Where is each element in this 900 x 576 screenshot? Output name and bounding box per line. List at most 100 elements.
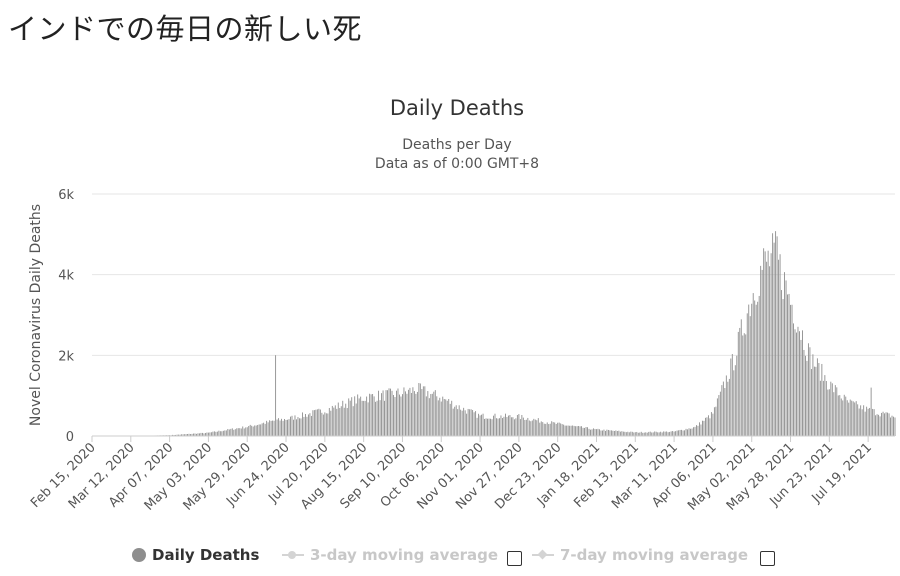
daily-deaths-bar[interactable] bbox=[172, 434, 174, 436]
daily-deaths-bar[interactable] bbox=[530, 421, 532, 436]
daily-deaths-bar[interactable] bbox=[236, 428, 238, 436]
daily-deaths-bar[interactable] bbox=[509, 415, 511, 436]
daily-deaths-bar[interactable] bbox=[310, 415, 312, 436]
daily-deaths-bar[interactable] bbox=[373, 396, 375, 436]
daily-deaths-bar[interactable] bbox=[306, 416, 308, 436]
daily-deaths-bar[interactable] bbox=[269, 420, 271, 436]
daily-deaths-bar[interactable] bbox=[422, 386, 424, 436]
daily-deaths-bar[interactable] bbox=[849, 399, 851, 436]
daily-deaths-bar[interactable] bbox=[628, 432, 630, 436]
daily-deaths-bar[interactable] bbox=[602, 430, 603, 436]
daily-deaths-bar[interactable] bbox=[688, 428, 690, 436]
daily-deaths-bar[interactable] bbox=[836, 387, 838, 436]
daily-deaths-bar[interactable] bbox=[736, 355, 738, 436]
daily-deaths-bar[interactable] bbox=[276, 419, 278, 436]
daily-deaths-bar[interactable] bbox=[312, 410, 314, 436]
daily-deaths-bar[interactable] bbox=[322, 414, 324, 436]
daily-deaths-bar[interactable] bbox=[719, 391, 721, 436]
daily-deaths-bar[interactable] bbox=[190, 434, 191, 436]
daily-deaths-bar[interactable] bbox=[363, 400, 365, 436]
daily-deaths-bar[interactable] bbox=[472, 410, 474, 436]
daily-deaths-bar[interactable] bbox=[660, 431, 662, 436]
daily-deaths-bar[interactable] bbox=[790, 304, 791, 436]
daily-deaths-bar[interactable] bbox=[800, 339, 802, 436]
daily-deaths-bar[interactable] bbox=[346, 408, 348, 436]
daily-deaths-bar[interactable] bbox=[173, 434, 175, 436]
daily-deaths-bar[interactable] bbox=[175, 434, 177, 436]
daily-deaths-bar[interactable] bbox=[307, 414, 309, 436]
daily-deaths-bar[interactable] bbox=[769, 266, 771, 436]
daily-deaths-bar[interactable] bbox=[669, 431, 671, 436]
daily-deaths-bar[interactable] bbox=[351, 397, 353, 436]
daily-deaths-bar[interactable] bbox=[464, 410, 466, 436]
daily-deaths-bar[interactable] bbox=[222, 430, 224, 436]
daily-deaths-bar[interactable] bbox=[330, 410, 332, 436]
daily-deaths-bar[interactable] bbox=[845, 396, 847, 436]
daily-deaths-bar[interactable] bbox=[451, 400, 453, 436]
daily-deaths-bar[interactable] bbox=[490, 418, 491, 436]
daily-deaths-bar[interactable] bbox=[709, 418, 711, 436]
daily-deaths-bar[interactable] bbox=[858, 408, 860, 436]
daily-deaths-bar[interactable] bbox=[534, 419, 536, 436]
daily-deaths-bar[interactable] bbox=[334, 405, 336, 436]
daily-deaths-bar[interactable] bbox=[828, 389, 830, 436]
daily-deaths-bar[interactable] bbox=[248, 426, 250, 436]
daily-deaths-bar[interactable] bbox=[345, 403, 347, 436]
daily-deaths-bar[interactable] bbox=[427, 391, 429, 436]
daily-deaths-bar[interactable] bbox=[488, 418, 490, 436]
daily-deaths-bar[interactable] bbox=[467, 408, 469, 436]
daily-deaths-bar[interactable] bbox=[499, 418, 500, 436]
daily-deaths-bar[interactable] bbox=[533, 418, 535, 436]
daily-deaths-bar[interactable] bbox=[785, 280, 787, 436]
daily-deaths-bar[interactable] bbox=[781, 290, 783, 436]
daily-deaths-bar[interactable] bbox=[682, 430, 684, 436]
daily-deaths-bar[interactable] bbox=[378, 390, 380, 436]
daily-deaths-bar[interactable] bbox=[675, 431, 677, 436]
daily-deaths-bar[interactable] bbox=[328, 408, 330, 436]
daily-deaths-bar[interactable] bbox=[806, 360, 808, 436]
daily-deaths-bar[interactable] bbox=[894, 417, 896, 437]
daily-deaths-bar[interactable] bbox=[202, 432, 203, 436]
daily-deaths-bar[interactable] bbox=[890, 417, 891, 437]
daily-deaths-bar[interactable] bbox=[857, 404, 859, 436]
daily-deaths-bar[interactable] bbox=[415, 393, 417, 436]
daily-deaths-bar[interactable] bbox=[672, 431, 674, 436]
daily-deaths-bar[interactable] bbox=[758, 295, 760, 436]
daily-deaths-bar[interactable] bbox=[569, 425, 571, 436]
daily-deaths-bar[interactable] bbox=[516, 415, 518, 436]
daily-deaths-bar[interactable] bbox=[763, 248, 765, 436]
daily-deaths-bar[interactable] bbox=[710, 412, 712, 436]
daily-deaths-bar[interactable] bbox=[566, 425, 568, 436]
daily-deaths-bar[interactable] bbox=[478, 413, 480, 436]
daily-deaths-bar[interactable] bbox=[752, 293, 754, 436]
daily-deaths-bar[interactable] bbox=[642, 432, 644, 436]
daily-deaths-bar[interactable] bbox=[227, 428, 229, 436]
daily-deaths-bar[interactable] bbox=[185, 434, 187, 436]
daily-deaths-bar[interactable] bbox=[225, 430, 227, 436]
daily-deaths-bar[interactable] bbox=[303, 416, 305, 436]
daily-deaths-bar[interactable] bbox=[584, 427, 585, 436]
daily-deaths-bar[interactable] bbox=[631, 431, 633, 436]
daily-deaths-bar[interactable] bbox=[243, 428, 245, 436]
daily-deaths-bar[interactable] bbox=[799, 331, 800, 436]
daily-deaths-bar[interactable] bbox=[178, 434, 180, 436]
daily-deaths-bar[interactable] bbox=[309, 413, 311, 436]
daily-deaths-bar[interactable] bbox=[179, 434, 181, 436]
daily-deaths-bar[interactable] bbox=[724, 388, 726, 436]
daily-deaths-bar[interactable] bbox=[282, 420, 284, 436]
daily-deaths-bar[interactable] bbox=[325, 413, 327, 436]
daily-deaths-bar[interactable] bbox=[245, 427, 247, 436]
daily-deaths-bar[interactable] bbox=[391, 390, 393, 436]
daily-deaths-bar[interactable] bbox=[775, 231, 777, 436]
daily-deaths-bar[interactable] bbox=[885, 412, 887, 436]
daily-deaths-bar[interactable] bbox=[440, 401, 442, 436]
daily-deaths-bar[interactable] bbox=[588, 428, 590, 436]
daily-deaths-bar[interactable] bbox=[267, 422, 269, 436]
daily-deaths-bar[interactable] bbox=[646, 432, 648, 436]
daily-deaths-bar[interactable] bbox=[319, 409, 321, 436]
daily-deaths-bar[interactable] bbox=[542, 422, 544, 436]
daily-deaths-bar[interactable] bbox=[475, 411, 477, 436]
daily-deaths-bar[interactable] bbox=[221, 431, 223, 436]
daily-deaths-bar[interactable] bbox=[621, 431, 623, 436]
daily-deaths-bar[interactable] bbox=[234, 429, 236, 436]
